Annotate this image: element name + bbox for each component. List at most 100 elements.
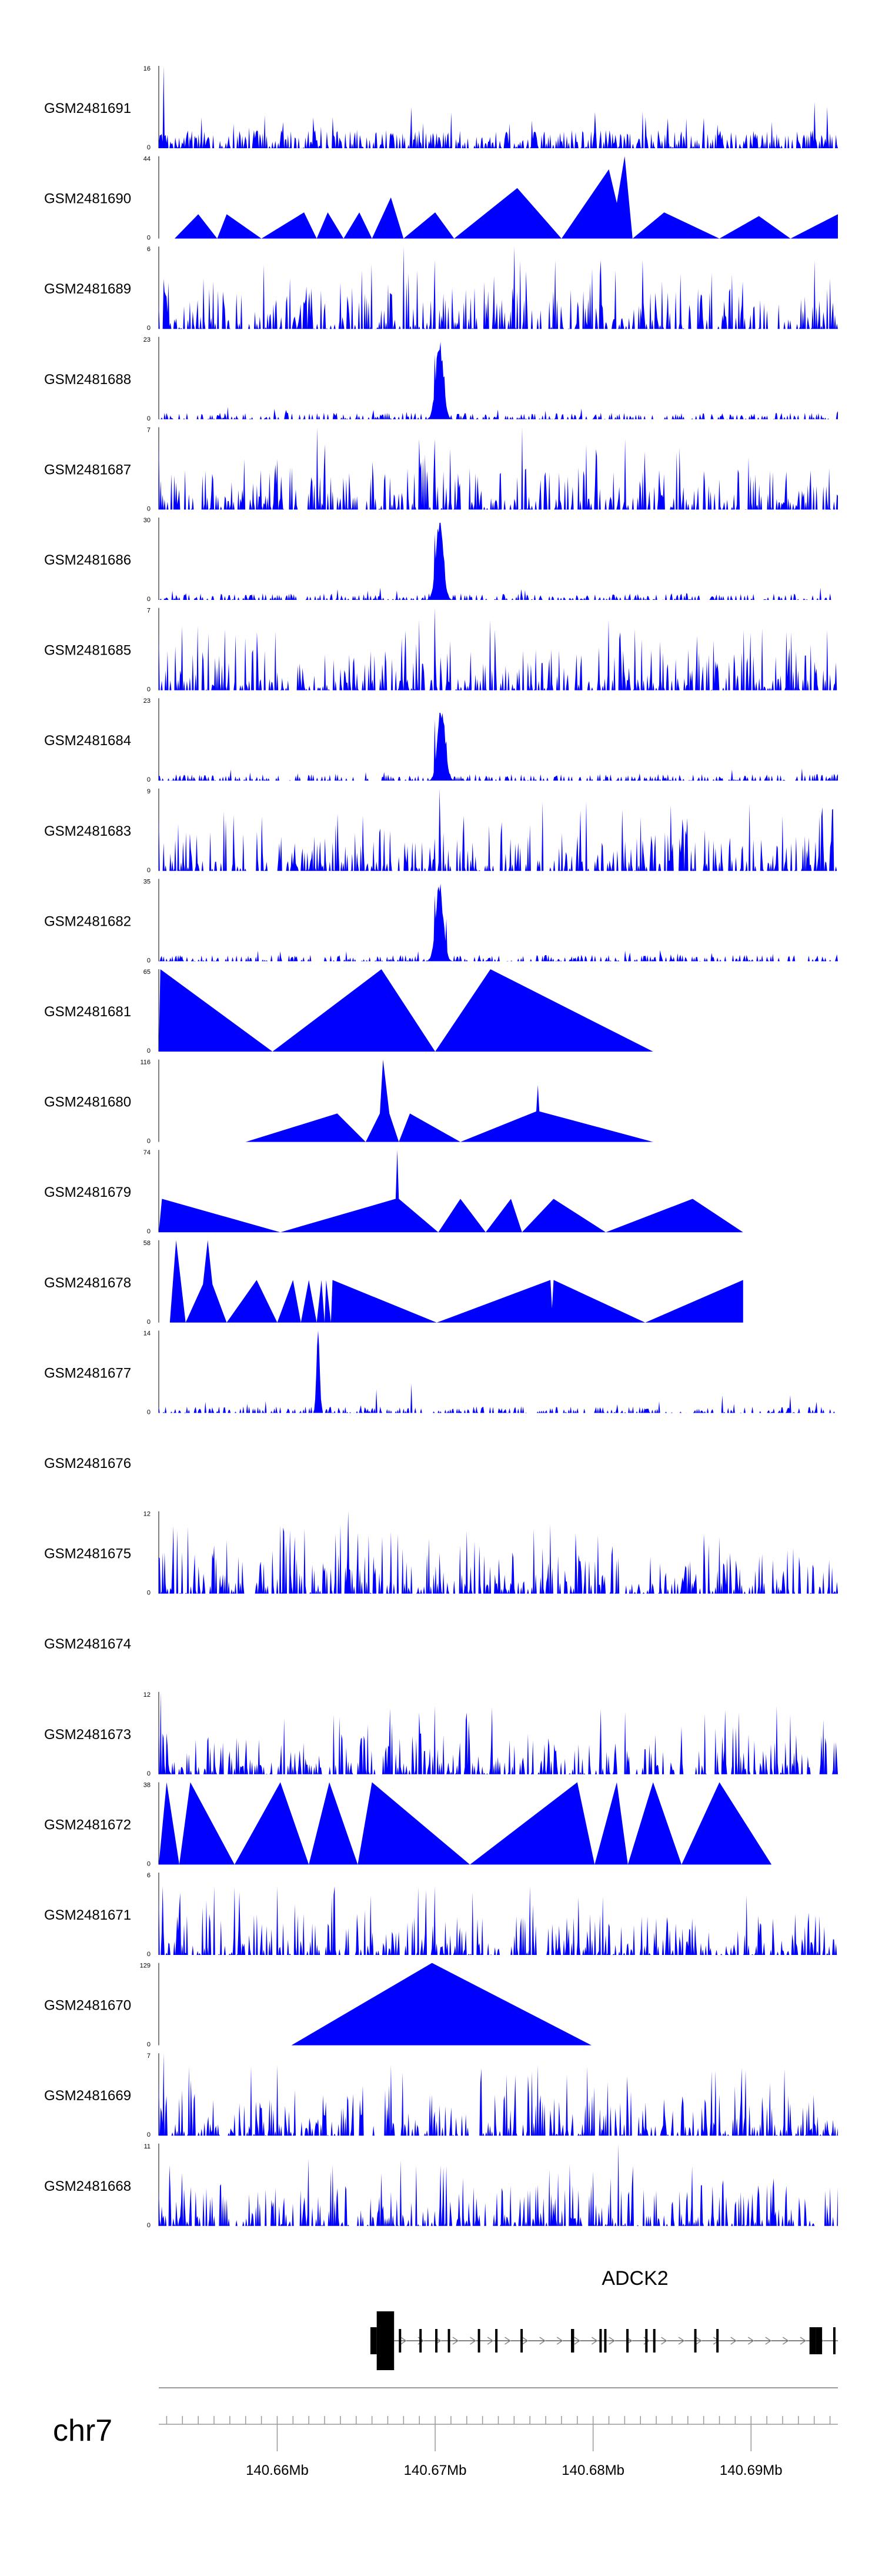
y-axis-ymin-label: 0 bbox=[147, 2222, 151, 2229]
track-label: GSM2481680 bbox=[44, 1095, 131, 1110]
gene-exon bbox=[694, 2329, 697, 2353]
signal-area bbox=[159, 342, 838, 419]
signal-area bbox=[291, 1963, 592, 2046]
y-axis-ymax-label: 38 bbox=[143, 1781, 151, 1788]
signal-area bbox=[159, 66, 838, 148]
signal-area bbox=[159, 246, 838, 329]
y-axis-ymin-label: 0 bbox=[147, 415, 151, 422]
track-label: GSM2481684 bbox=[44, 733, 131, 749]
y-axis-ymax-label: 14 bbox=[143, 1330, 151, 1337]
y-axis-ymin-label: 0 bbox=[147, 505, 151, 512]
track-GSM2481691: GSM2481691 16 0 bbox=[44, 65, 838, 151]
track-label: GSM2481676 bbox=[44, 1456, 131, 1471]
y-axis-ymin-label: 0 bbox=[147, 867, 151, 874]
y-axis-ymax-label: 44 bbox=[143, 156, 151, 163]
signal-area bbox=[174, 156, 838, 239]
y-axis-ymax-label: 9 bbox=[147, 788, 151, 795]
track-label: GSM2481686 bbox=[44, 552, 131, 568]
y-axis-ymin-label: 0 bbox=[147, 1590, 151, 1597]
track-GSM2481676: GSM2481676 bbox=[44, 1456, 131, 1471]
gene-exon bbox=[809, 2327, 816, 2354]
gene-exon bbox=[520, 2329, 523, 2353]
track-label: GSM2481669 bbox=[44, 2088, 131, 2104]
signal-area bbox=[159, 1511, 838, 1594]
track-GSM2481668: GSM2481668 11 0 bbox=[44, 2143, 838, 2229]
axis-tick-label: 140.66Mb bbox=[246, 2462, 309, 2478]
strand-arrow-icon bbox=[470, 2337, 476, 2345]
gene-exon bbox=[653, 2329, 656, 2353]
track-label: GSM2481687 bbox=[44, 462, 131, 478]
track-GSM2481672: GSM2481672 38 0 bbox=[44, 1781, 772, 1867]
signal-area bbox=[159, 1886, 838, 1955]
y-axis-ymin-label: 0 bbox=[147, 1319, 151, 1326]
y-axis-ymax-label: 7 bbox=[147, 2053, 151, 2060]
signal-area bbox=[159, 969, 653, 1052]
y-axis-ymin-label: 0 bbox=[147, 1228, 151, 1235]
gene-exon bbox=[645, 2329, 648, 2353]
track-GSM2481670: GSM2481670 129 0 bbox=[44, 1963, 592, 2048]
track-GSM2481675: GSM2481675 12 0 bbox=[44, 1511, 838, 1597]
gene-exon bbox=[477, 2329, 480, 2353]
y-axis-ymin-label: 0 bbox=[147, 235, 151, 242]
y-axis-ymin-label: 0 bbox=[147, 1860, 151, 1867]
gene-exon bbox=[399, 2329, 402, 2353]
y-axis-ymin-label: 0 bbox=[147, 596, 151, 603]
strand-arrow-icon bbox=[800, 2337, 807, 2345]
strand-arrow-icon bbox=[400, 2337, 407, 2345]
track-GSM2481684: GSM2481684 23 0 bbox=[44, 698, 838, 783]
y-axis-ymin-label: 0 bbox=[147, 1138, 151, 1145]
gene-exon bbox=[447, 2329, 450, 2353]
track-label: GSM2481673 bbox=[44, 1727, 131, 1743]
track-label: GSM2481682 bbox=[44, 913, 131, 929]
strand-arrow-icon bbox=[556, 2337, 563, 2345]
y-axis-ymax-label: 23 bbox=[143, 336, 151, 343]
track-label: GSM2481691 bbox=[44, 101, 131, 116]
y-axis-ymin-label: 0 bbox=[147, 776, 151, 783]
signal-area bbox=[159, 1782, 772, 1865]
strand-arrow-icon bbox=[661, 2337, 667, 2345]
axis-tick-label: 140.67Mb bbox=[404, 2462, 467, 2478]
track-label: GSM2481683 bbox=[44, 823, 131, 839]
track-label: GSM2481668 bbox=[44, 2178, 131, 2194]
track-GSM2481680: GSM2481680 116 0 bbox=[44, 1059, 653, 1145]
y-axis-ymin-label: 0 bbox=[147, 1770, 151, 1777]
y-axis-ymax-label: 116 bbox=[140, 1059, 151, 1066]
signal-area bbox=[159, 1330, 838, 1413]
track-label: GSM2481674 bbox=[44, 1636, 131, 1652]
strand-arrow-icon bbox=[505, 2337, 511, 2345]
gene-exon bbox=[833, 2327, 836, 2354]
track-GSM2481674: GSM2481674 bbox=[44, 1636, 131, 1652]
gene-exon bbox=[435, 2329, 438, 2353]
gene-exon bbox=[604, 2329, 607, 2353]
track-label: GSM2481675 bbox=[44, 1546, 131, 1562]
gene-exon bbox=[716, 2329, 719, 2353]
y-axis-ymax-label: 129 bbox=[140, 1963, 151, 1970]
gene-exon bbox=[495, 2329, 498, 2353]
gene-exon bbox=[370, 2327, 377, 2354]
track-GSM2481677: GSM2481677 14 0 bbox=[44, 1330, 838, 1416]
y-axis-ymin-label: 0 bbox=[147, 957, 151, 964]
strand-arrow-icon bbox=[539, 2337, 546, 2345]
signal-area bbox=[159, 522, 838, 600]
strand-arrow-icon bbox=[765, 2337, 772, 2345]
y-axis-ymax-label: 12 bbox=[143, 1511, 151, 1518]
axis-tick-label: 140.69Mb bbox=[720, 2462, 783, 2478]
chromosome-label: chr7 bbox=[53, 2414, 112, 2448]
track-GSM2481687: GSM2481687 7 0 bbox=[44, 426, 838, 512]
strand-arrow-icon bbox=[522, 2337, 529, 2345]
signal-area bbox=[159, 608, 838, 690]
track-GSM2481689: GSM2481689 6 0 bbox=[44, 246, 838, 332]
strand-arrow-icon bbox=[747, 2337, 754, 2345]
y-axis-ymax-label: 11 bbox=[144, 2143, 151, 2150]
track-label: GSM2481679 bbox=[44, 1184, 131, 1200]
strand-arrow-icon bbox=[452, 2337, 459, 2345]
strand-arrow-icon bbox=[730, 2337, 737, 2345]
track-GSM2481682: GSM2481682 35 0 bbox=[44, 878, 838, 964]
track-GSM2481686: GSM2481686 30 0 bbox=[44, 517, 838, 603]
track-label: GSM2481677 bbox=[44, 1365, 131, 1381]
signal-area bbox=[245, 1059, 653, 1142]
track-GSM2481671: GSM2481671 6 0 bbox=[44, 1872, 838, 1958]
strand-arrow-icon bbox=[696, 2337, 702, 2345]
y-axis-ymax-label: 7 bbox=[147, 608, 151, 615]
